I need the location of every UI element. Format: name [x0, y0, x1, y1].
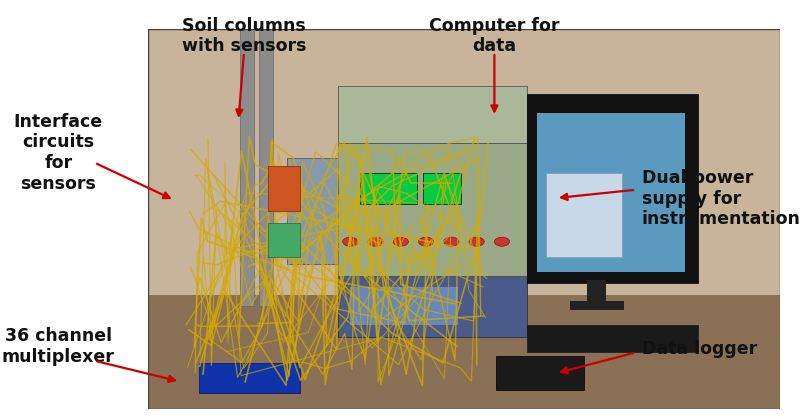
- Text: Dual power
supply for
instrumentation: Dual power supply for instrumentation: [642, 169, 800, 229]
- Text: Interface
circuits
for
sensors: Interface circuits for sensors: [14, 113, 103, 193]
- Text: 36 channel
multiplexer: 36 channel multiplexer: [2, 327, 115, 366]
- Text: Computer for
data: Computer for data: [429, 17, 560, 55]
- Text: Soil columns
with sensors: Soil columns with sensors: [182, 17, 306, 55]
- Text: Data logger: Data logger: [642, 340, 757, 358]
